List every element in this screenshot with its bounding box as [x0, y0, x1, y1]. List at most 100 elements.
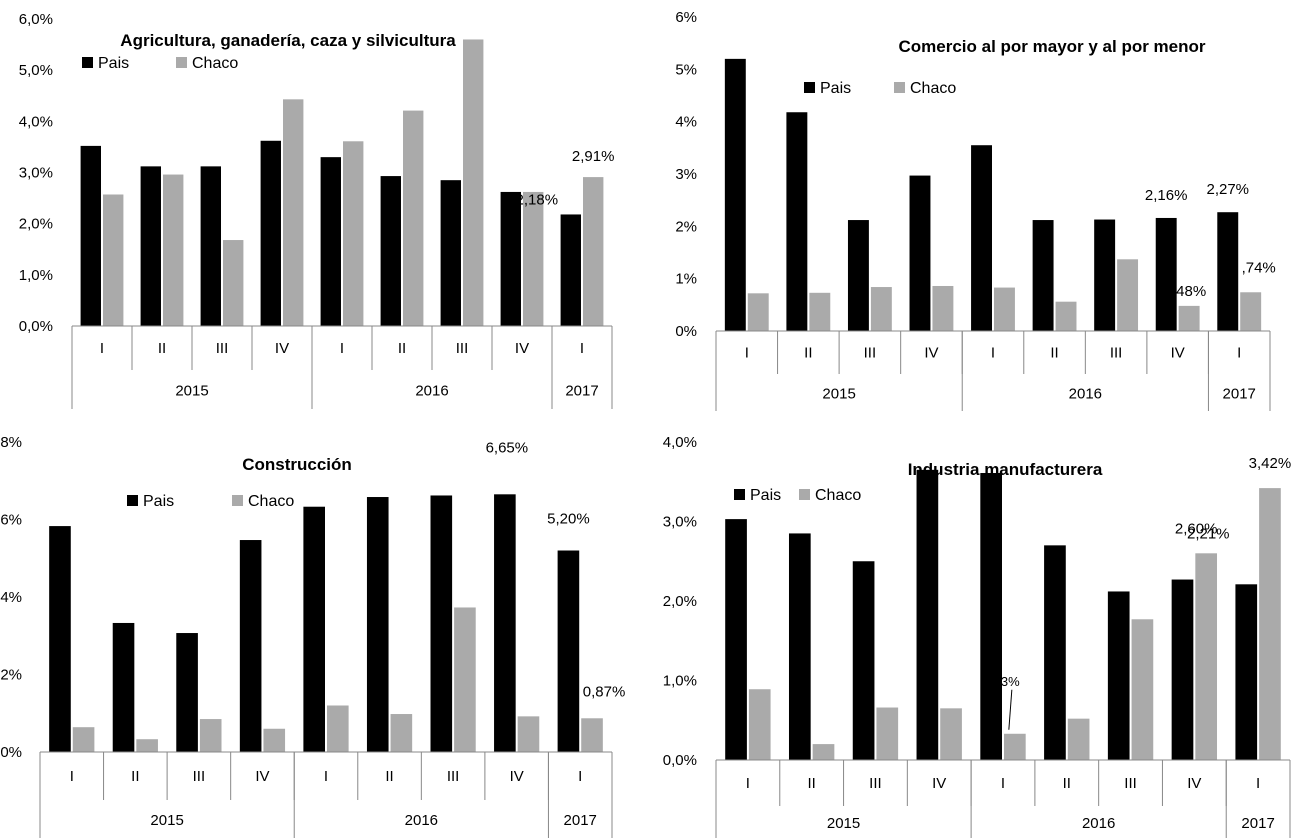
- x-category-label: I: [70, 768, 74, 785]
- x-category-label: II: [1050, 345, 1058, 362]
- bar-chaco: [1178, 305, 1200, 331]
- data-label: 2,27%: [1206, 181, 1249, 198]
- bar-pais: [1044, 545, 1066, 760]
- bar-chaco: [812, 744, 835, 760]
- bar-pais: [140, 166, 161, 326]
- y-tick-label: 1%: [675, 271, 697, 288]
- x-category-label: II: [804, 345, 812, 362]
- y-tick-label: 4%: [0, 589, 22, 606]
- bar-chaco: [1117, 259, 1139, 331]
- bar-pais: [366, 497, 389, 752]
- y-tick-label: 8%: [0, 434, 22, 451]
- bar-chaco: [809, 292, 831, 331]
- bar-pais: [1217, 212, 1239, 331]
- bar-pais: [560, 214, 581, 326]
- y-tick-label: 3,0%: [19, 165, 53, 182]
- x-category-label: III: [1124, 775, 1137, 792]
- x-category-label: I: [1001, 775, 1005, 792]
- bar-chaco: [343, 141, 364, 326]
- y-tick-label: 3,0%: [663, 514, 697, 531]
- x-category-label: II: [1063, 775, 1071, 792]
- legend-label: Chaco: [248, 493, 294, 510]
- bar-pais: [1235, 584, 1258, 760]
- y-tick-label: 4,0%: [19, 113, 53, 130]
- x-category-label: IV: [1171, 345, 1185, 362]
- year-group-label: 2016: [1082, 815, 1115, 832]
- y-tick-label: 1,0%: [663, 673, 697, 690]
- chart-4: 0,0%1,0%2,0%3,0%4,0%I II III IV I II III IV I201…: [663, 434, 1291, 838]
- legend-label: Pais: [750, 487, 781, 504]
- bar-chaco: [199, 719, 222, 752]
- x-category-label: II: [385, 768, 393, 785]
- bar-pais: [724, 58, 746, 331]
- bar-chaco: [454, 607, 476, 752]
- year-group-label: 2015: [175, 383, 208, 400]
- x-category-label: IV: [255, 768, 269, 785]
- chart-title: Industria manufacturera: [908, 460, 1103, 479]
- bar-pais: [320, 157, 341, 326]
- bar-pais: [1032, 220, 1054, 331]
- bar-chaco: [463, 39, 484, 326]
- chart-1: 0,0%1,0%2,0%3,0%4,0%5,0%6,0%I II III IV I II I…: [19, 11, 614, 409]
- bar-pais: [260, 140, 281, 326]
- bar-chaco: [994, 287, 1015, 331]
- bar-chaco: [932, 285, 954, 331]
- x-category-label: III: [456, 340, 469, 357]
- legend-label: Pais: [820, 80, 851, 97]
- year-group-label: 2015: [827, 815, 860, 832]
- x-category-label: III: [869, 775, 882, 792]
- bar-chaco: [390, 714, 413, 752]
- bar-chaco: [517, 716, 540, 752]
- y-tick-label: 1,0%: [19, 267, 53, 284]
- legend-swatch: [799, 489, 810, 500]
- y-tick-label: 0,0%: [19, 318, 53, 335]
- x-category-label: I: [991, 345, 995, 362]
- legend-swatch: [894, 82, 905, 93]
- y-tick-label: 5,0%: [19, 62, 53, 79]
- x-category-label: I: [746, 775, 750, 792]
- y-tick-label: 4,0%: [663, 434, 697, 451]
- bar-pais: [80, 145, 101, 326]
- year-group-label: 2016: [1069, 386, 1102, 403]
- bar-chaco: [1195, 553, 1218, 760]
- bar-chaco: [940, 708, 962, 760]
- data-label: ,48%: [1172, 283, 1206, 300]
- x-category-label: I: [578, 768, 582, 785]
- year-group-label: 2017: [564, 812, 597, 829]
- bar-chaco: [1004, 733, 1026, 760]
- y-tick-label: 6,0%: [19, 11, 53, 28]
- bar-pais: [494, 494, 516, 752]
- x-category-label: IV: [275, 340, 289, 357]
- x-category-label: I: [745, 345, 749, 362]
- legend-swatch: [804, 82, 815, 93]
- x-category-label: IV: [1187, 775, 1201, 792]
- chart-title: Construcción: [242, 455, 352, 474]
- data-label: 0,3%: [990, 674, 1020, 689]
- bar-chaco: [870, 287, 892, 331]
- bar-pais: [303, 506, 325, 752]
- legend-label: Chaco: [192, 55, 238, 72]
- x-category-label: III: [864, 345, 877, 362]
- year-group-label: 2016: [405, 812, 438, 829]
- x-category-label: I: [340, 340, 344, 357]
- bar-pais: [1107, 591, 1130, 760]
- bar-chaco: [747, 293, 769, 331]
- bar-chaco: [103, 194, 124, 326]
- y-tick-label: 6%: [675, 9, 697, 26]
- bar-pais: [852, 561, 875, 760]
- bar-pais: [500, 191, 521, 326]
- bar-chaco: [748, 689, 771, 760]
- data-label: 2,16%: [1145, 187, 1188, 204]
- bar-chaco: [1131, 619, 1154, 760]
- bar-pais: [49, 526, 71, 752]
- data-label: 5,20%: [547, 511, 590, 528]
- y-tick-label: 3%: [675, 166, 697, 183]
- bar-pais: [909, 175, 931, 331]
- data-label-leader: [1008, 689, 1013, 730]
- x-category-label: III: [447, 768, 460, 785]
- x-category-label: II: [807, 775, 815, 792]
- data-label: 2,21%: [1187, 525, 1230, 542]
- legend-swatch: [176, 57, 187, 68]
